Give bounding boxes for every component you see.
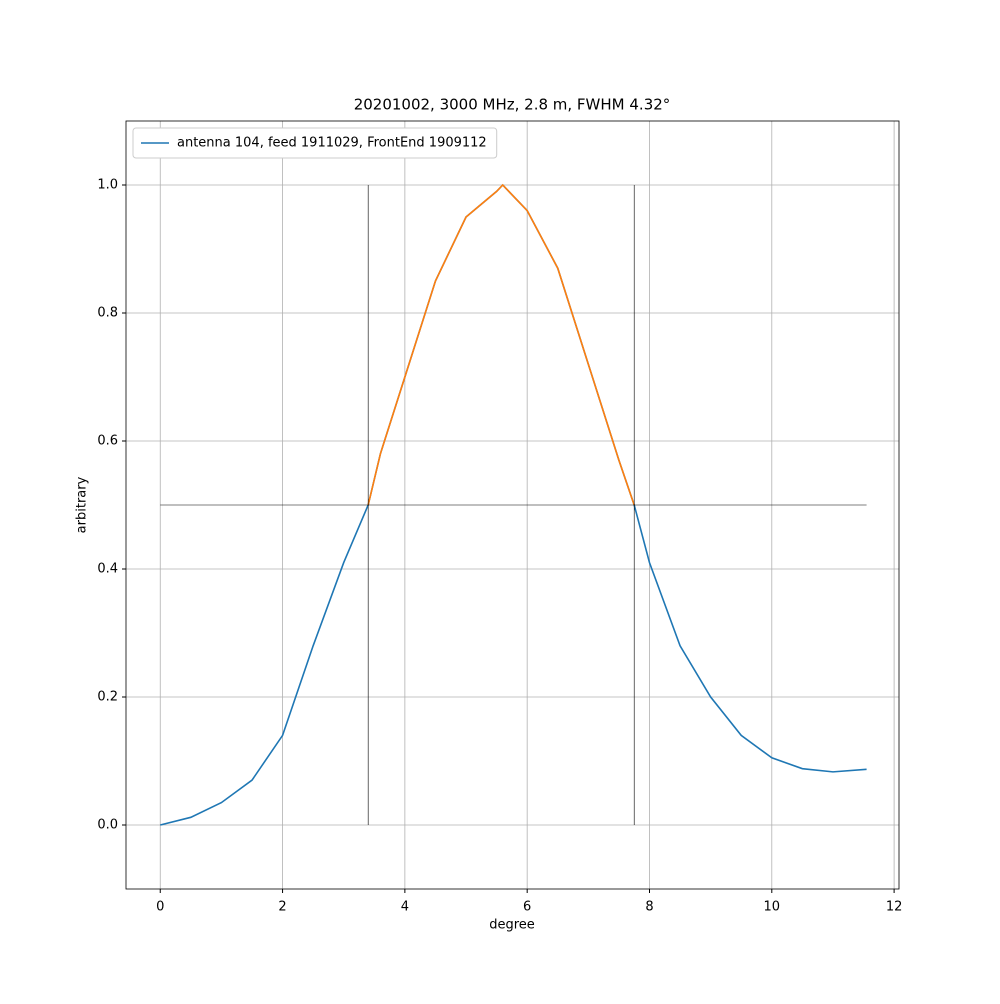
y-tick-label: 0.8 — [97, 306, 118, 321]
chart-title: 20201002, 3000 MHz, 2.8 m, FWHM 4.32° — [354, 96, 671, 114]
x-tick-label: 6 — [523, 900, 531, 915]
legend-label: antenna 104, feed 1911029, FrontEnd 1909… — [177, 136, 487, 151]
x-tick-label: 0 — [156, 900, 164, 915]
x-tick-label: 2 — [278, 900, 286, 915]
y-tick-label: 0.4 — [97, 562, 118, 577]
y-tick-label: 0.2 — [97, 690, 118, 705]
x-tick-label: 10 — [764, 900, 781, 915]
x-tick-label: 4 — [401, 900, 409, 915]
y-tick-label: 0.6 — [97, 434, 118, 449]
legend-box — [132, 127, 498, 159]
data-line — [367, 183, 635, 506]
y-tick-label: 1.0 — [97, 178, 118, 193]
x-axis-label: degree — [489, 918, 535, 933]
x-tick-label: 12 — [886, 900, 903, 915]
plot-frame — [125, 120, 900, 890]
x-tick-label: 8 — [645, 900, 653, 915]
y-axis-label: arbitrary — [75, 476, 90, 533]
y-tick-label: 0.0 — [97, 818, 118, 833]
